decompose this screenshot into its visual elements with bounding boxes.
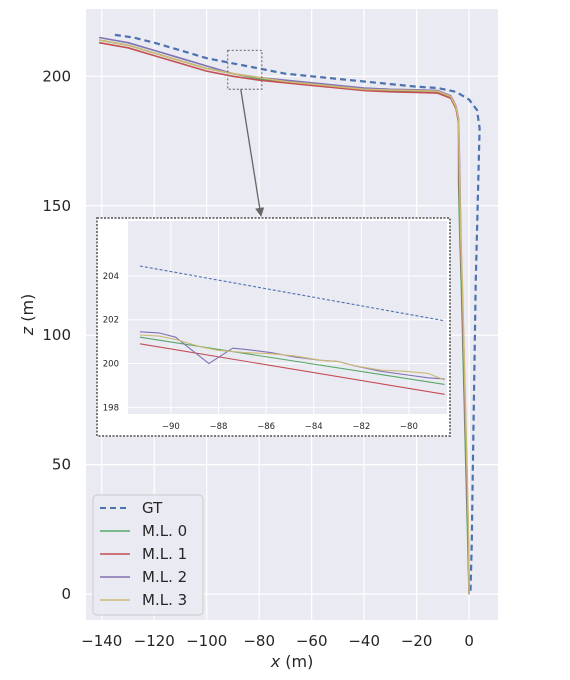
x-tick-label: −20 [401,632,433,650]
y-axis-label-var: z [18,326,37,336]
x-tick-label: −120 [134,632,175,650]
inset-x-tick-label: −84 [305,422,323,432]
inset-series-group [139,265,445,395]
x-tick-label: −40 [348,632,380,650]
legend-label-gt: GT [142,499,163,517]
y-tick-label: 200 [42,67,71,85]
y-tick-label: 100 [42,326,71,344]
inset-series-line-m-l-0 [139,336,445,385]
y-tick-label: 50 [52,456,71,474]
x-axis-label: x (m) [270,652,314,671]
inset-series-line-m-l-2 [139,331,445,380]
y-axis-label: z (m) [18,294,37,337]
x-axis-label-var: x [270,652,281,671]
legend-label-m-l-0: M.L. 0 [142,522,187,540]
legend-label-m-l-2: M.L. 2 [142,568,187,586]
inset-series-line-gt [139,265,445,322]
y-tick-label: 150 [42,197,71,215]
series-line-m-l-3 [98,39,470,595]
legend-label-m-l-3: M.L. 3 [142,591,187,609]
zoom-source-box [227,49,263,90]
y-axis-label-unit: (m) [18,294,37,327]
legend-box [92,494,204,616]
x-tick-label: −100 [186,632,227,650]
zoom-connector-arrow [240,89,265,217]
inset-series-line-m-l-3 [139,334,445,381]
inset-x-tick-label: −90 [162,422,180,432]
x-tick-label: −80 [243,632,275,650]
inset-y-tick-label: 200 [103,360,119,370]
x-tick-label: −140 [81,632,122,650]
inset-y-tick-label: 202 [103,316,119,326]
inset-plot-background [128,221,447,414]
inset-x-tick-label: −80 [400,422,418,432]
y-tick-label: 0 [61,585,71,603]
legend-label-m-l-1: M.L. 1 [142,545,187,563]
inset-y-tick-label: 198 [103,403,119,413]
inset-y-tick-label: 204 [103,272,119,282]
inset-frame [96,217,451,437]
series-group [98,33,481,595]
inset-x-tick-label: −86 [257,422,275,432]
series-line-gt [114,33,481,595]
x-axis-label-unit: (m) [280,652,313,671]
x-tick-label: 0 [464,632,474,650]
x-tick-label: −60 [296,632,328,650]
inset-x-tick-label: −88 [209,422,227,432]
inset-x-tick-label: −82 [352,422,370,432]
inset-series-line-m-l-1 [139,343,445,395]
